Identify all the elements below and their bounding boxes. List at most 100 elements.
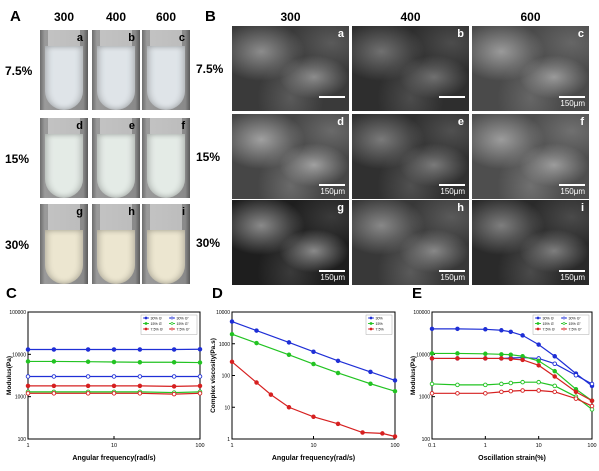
vial-letter: d <box>76 120 83 132</box>
series-line <box>431 381 593 410</box>
panel-a-label: A <box>10 8 21 25</box>
data-point <box>508 380 514 386</box>
data-point <box>499 328 504 333</box>
panel-a-row-label: 7.5% <box>5 64 33 78</box>
legend-entry: 30% G' <box>543 317 555 321</box>
data-point <box>197 374 203 379</box>
data-point <box>85 391 91 396</box>
data-point <box>171 384 177 389</box>
vial-photo: e <box>92 118 140 198</box>
vial-photo: f <box>142 118 190 198</box>
sem-micrograph: h 150μm <box>352 200 469 285</box>
data-point <box>520 379 525 385</box>
legend-entry: 30% G'' <box>569 317 582 321</box>
data-point <box>520 354 525 359</box>
data-point <box>268 392 274 397</box>
scale-bar-label: 150μm <box>440 273 465 282</box>
data-point <box>286 404 292 410</box>
data-point <box>335 358 341 364</box>
legend-box <box>532 314 590 335</box>
data-point <box>483 351 488 357</box>
x-tick-label: 1 <box>230 443 233 449</box>
sem-letter: h <box>457 202 464 214</box>
data-point <box>499 356 504 361</box>
panel-a-row-label: 15% <box>5 152 30 166</box>
data-point <box>455 391 460 396</box>
y-tick-label: 10000 <box>12 352 26 358</box>
data-point <box>137 347 143 352</box>
data-point <box>25 374 31 379</box>
legend-entry: 15% G' <box>543 322 555 326</box>
data-point <box>137 360 143 365</box>
legend-entry: 7.5% G'' <box>177 328 191 332</box>
scale-bar <box>559 96 585 98</box>
sem-letter: a <box>337 28 344 40</box>
x-tick-label: 100 <box>195 443 204 449</box>
scale-bar <box>559 184 585 186</box>
data-point <box>429 381 435 387</box>
data-point <box>25 391 31 396</box>
legend-box <box>365 314 393 335</box>
data-point <box>429 356 435 361</box>
panel-b-row-label: 15% <box>196 150 221 164</box>
legend-marker <box>562 327 566 331</box>
data-point <box>499 352 504 357</box>
legend-entry: 15% G' <box>151 322 163 326</box>
sem-letter: c <box>577 28 584 40</box>
x-tick-label: 1 <box>484 443 487 449</box>
data-point <box>311 414 316 420</box>
data-point <box>552 361 557 366</box>
y-tick-label: 10 <box>224 405 230 411</box>
data-point <box>589 381 595 387</box>
data-point <box>483 356 488 361</box>
data-point <box>197 360 203 365</box>
sem-micrograph: i 150μm <box>472 200 589 285</box>
data-point <box>508 329 514 335</box>
data-point <box>552 354 557 359</box>
data-point <box>171 391 177 397</box>
plot-frame <box>431 311 593 440</box>
data-point <box>455 326 460 332</box>
data-point <box>429 391 435 396</box>
data-point <box>552 374 557 379</box>
data-point <box>552 389 557 395</box>
vial-letter: h <box>128 206 135 218</box>
scale-bar-label: 150μm <box>560 187 585 196</box>
scale-bar-label: 150μm <box>560 99 585 108</box>
panel-e-label: E <box>412 285 422 302</box>
data-point <box>536 358 541 364</box>
vial-letter: b <box>128 32 135 44</box>
vial-letter: e <box>128 120 135 132</box>
x-tick-label: 10 <box>536 443 542 449</box>
scale-bar <box>559 270 585 272</box>
scale-bar <box>439 270 465 272</box>
data-point <box>380 431 385 436</box>
vial-letter: a <box>76 32 83 44</box>
panel-b-row-label: 7.5% <box>196 62 224 76</box>
x-axis-label: Angular frequency(rad/s) <box>272 455 355 462</box>
data-point <box>335 370 341 376</box>
data-point <box>286 340 292 345</box>
y-tick-label: 1000 <box>219 342 230 348</box>
legend-marker <box>536 316 540 320</box>
data-point <box>536 342 541 347</box>
scale-bar-label: 150μm <box>440 187 465 196</box>
data-point <box>51 347 57 352</box>
series-line <box>432 328 593 387</box>
panel-b-col-header: 300 <box>280 10 301 24</box>
sem-micrograph: f 150μm <box>472 114 589 199</box>
legend-box <box>140 314 198 335</box>
sem-micrograph: e 150μm <box>352 114 469 199</box>
data-point <box>254 380 259 385</box>
y-tick-label: 1 <box>227 437 230 443</box>
panel-a-col-header: 600 <box>155 10 177 24</box>
legend-marker <box>144 327 148 331</box>
data-point <box>508 388 514 394</box>
data-point <box>573 389 579 395</box>
y-tick-label: 1000 <box>419 395 430 401</box>
vial-photo: b <box>92 30 140 110</box>
legend-marker <box>369 327 373 331</box>
sem-letter: b <box>457 28 464 40</box>
data-point <box>573 373 579 378</box>
vial-photo: g <box>40 204 88 284</box>
